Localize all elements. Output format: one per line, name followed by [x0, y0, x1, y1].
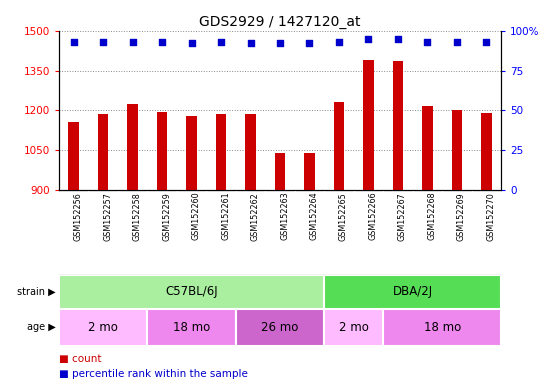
Text: GSM152264: GSM152264	[310, 192, 319, 240]
Text: GSM152268: GSM152268	[427, 192, 436, 240]
Bar	[59, 309, 147, 346]
Bar	[481, 113, 492, 190]
Bar	[147, 309, 236, 346]
Text: C57BL/6J: C57BL/6J	[165, 285, 218, 298]
Bar	[275, 153, 285, 190]
Point	[452, 39, 461, 45]
Bar	[324, 275, 501, 309]
Bar	[98, 114, 108, 190]
Point	[246, 40, 255, 46]
Text: GSM152258: GSM152258	[133, 192, 142, 240]
Bar	[452, 110, 462, 190]
Bar	[127, 104, 138, 190]
Text: GSM152256: GSM152256	[73, 192, 82, 240]
Point	[128, 39, 137, 45]
Text: GSM152267: GSM152267	[398, 192, 407, 240]
Text: GSM152269: GSM152269	[457, 192, 466, 240]
Bar	[68, 122, 79, 190]
Text: GDS2929 / 1427120_at: GDS2929 / 1427120_at	[199, 15, 361, 29]
Bar	[157, 112, 167, 190]
Text: age ▶: age ▶	[27, 322, 56, 333]
Point	[334, 39, 343, 45]
Text: GSM152263: GSM152263	[280, 192, 289, 240]
Text: ■ percentile rank within the sample: ■ percentile rank within the sample	[59, 369, 248, 379]
Bar	[304, 153, 315, 190]
Text: ■ count: ■ count	[59, 354, 101, 364]
Point	[276, 40, 284, 46]
Text: 26 mo: 26 mo	[262, 321, 298, 334]
Point	[394, 36, 403, 42]
Bar	[324, 309, 383, 346]
Point	[157, 39, 166, 45]
Bar	[363, 60, 374, 190]
Point	[187, 40, 196, 46]
Text: GSM152266: GSM152266	[368, 192, 377, 240]
Bar	[245, 114, 256, 190]
Text: strain ▶: strain ▶	[17, 287, 56, 297]
Bar	[393, 61, 403, 190]
Point	[423, 39, 432, 45]
Bar	[186, 116, 197, 190]
Bar	[383, 309, 501, 346]
Text: DBA/2J: DBA/2J	[393, 285, 433, 298]
Point	[69, 39, 78, 45]
Text: GSM152257: GSM152257	[103, 192, 112, 241]
Bar	[236, 309, 324, 346]
Point	[217, 39, 226, 45]
Bar	[422, 106, 433, 190]
Text: GSM152261: GSM152261	[221, 192, 230, 240]
Point	[482, 39, 491, 45]
Bar	[216, 114, 226, 190]
Text: GSM152259: GSM152259	[162, 192, 171, 241]
Text: GSM152260: GSM152260	[192, 192, 200, 240]
Text: 2 mo: 2 mo	[88, 321, 118, 334]
Point	[364, 36, 373, 42]
Point	[99, 39, 108, 45]
Bar	[334, 103, 344, 190]
Text: 2 mo: 2 mo	[339, 321, 368, 334]
Text: 18 mo: 18 mo	[173, 321, 210, 334]
Point	[305, 40, 314, 46]
Text: GSM152262: GSM152262	[250, 192, 259, 240]
Text: GSM152270: GSM152270	[487, 192, 496, 240]
Bar	[59, 275, 324, 309]
Text: GSM152265: GSM152265	[339, 192, 348, 240]
Text: 18 mo: 18 mo	[423, 321, 461, 334]
